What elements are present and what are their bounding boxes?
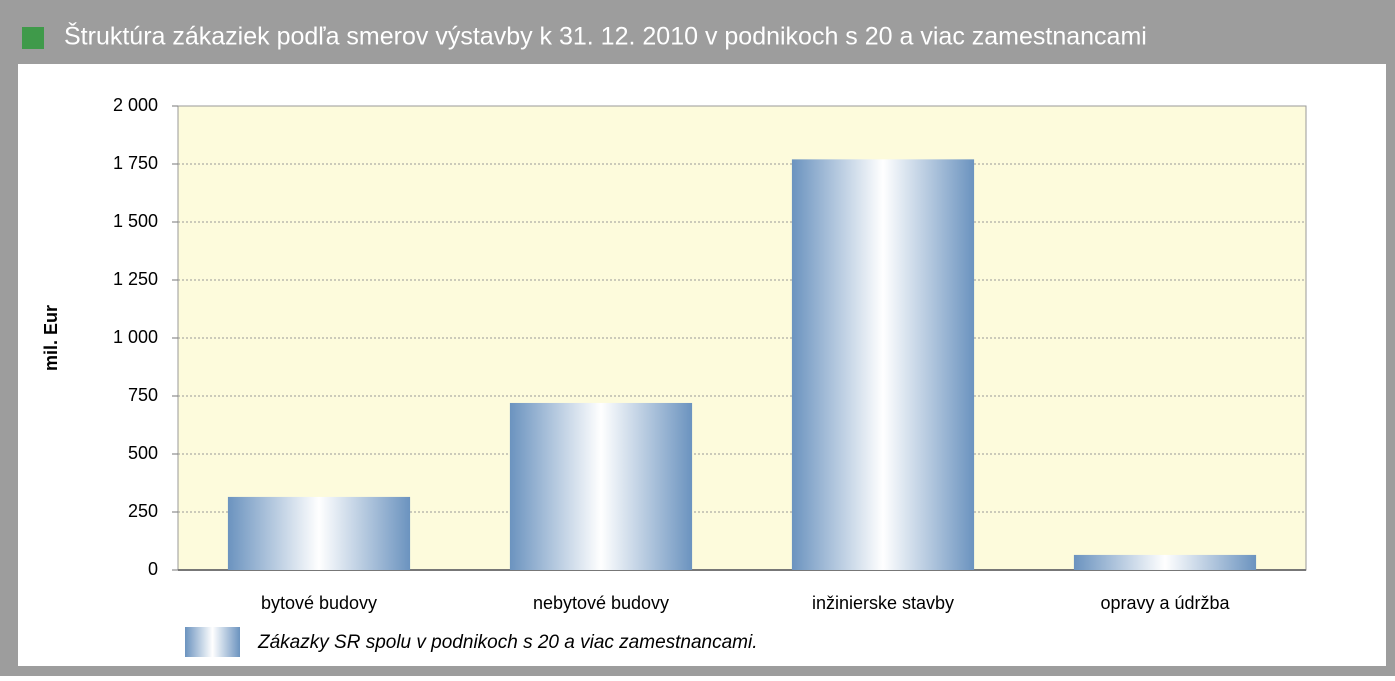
legend-swatch <box>185 627 240 657</box>
x-tick-label: nebytové budovy <box>533 593 669 613</box>
x-tick-label: bytové budovy <box>261 593 377 613</box>
chart-title: Štruktúra zákaziek podľa smerov výstavby… <box>64 22 1147 51</box>
y-tick-label: 1 000 <box>113 327 158 347</box>
title-icon <box>22 27 44 49</box>
bar <box>791 159 975 571</box>
y-tick-label: 1 750 <box>113 153 158 173</box>
bar <box>227 496 411 570</box>
legend-label: Zákazky SR spolu v podnikoch s 20 a viac… <box>257 632 758 653</box>
x-tick-label: inžinierske stavby <box>812 593 954 613</box>
y-tick-label: 1 500 <box>113 211 158 231</box>
bar <box>1073 554 1257 570</box>
y-tick-label: 1 250 <box>113 269 158 289</box>
bar <box>509 402 693 570</box>
y-tick-label: 250 <box>128 501 158 521</box>
y-tick-label: 750 <box>128 385 158 405</box>
y-tick-label: 2 000 <box>113 95 158 115</box>
y-axis-label: mil. Eur <box>41 305 61 371</box>
y-tick-label: 500 <box>128 443 158 463</box>
y-tick-label: 0 <box>148 559 158 579</box>
x-tick-label: opravy a údržba <box>1100 593 1230 613</box>
